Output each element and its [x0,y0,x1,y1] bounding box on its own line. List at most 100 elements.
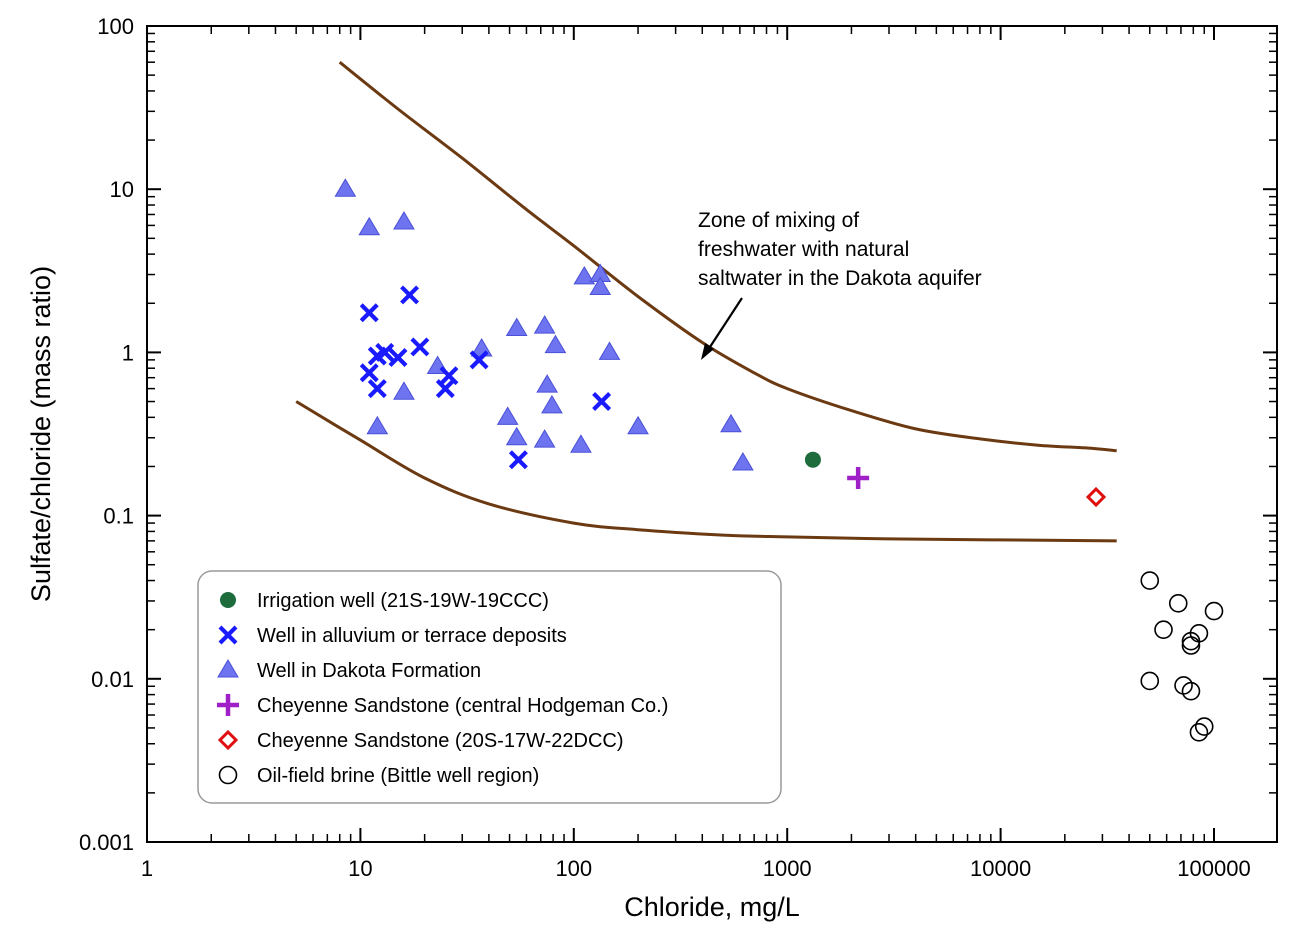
alluvium-point [388,348,408,368]
y-tick-label: 10 [110,177,134,202]
dakota-point [533,315,556,334]
cheyenne-central-point [847,466,870,489]
annotation-arrow [707,297,743,351]
brine-point [1181,681,1201,701]
dakota-point [570,434,592,453]
alluvium-point [469,350,489,370]
x-stroke [218,625,238,645]
legend-label-dakota: Well in Dakota Formation [257,660,481,682]
x-stroke [375,342,395,362]
x-stroke [410,337,430,357]
dakota-point [541,394,563,414]
x-tick-label: 1 [141,856,153,881]
annotation-arrowhead [701,343,714,360]
legend-symbol-dakota [217,659,239,678]
x-stroke [359,303,379,323]
legend-label-alluvium: Well in alluvium or terrace deposits [257,625,567,647]
legend-symbol-brine [218,765,238,785]
dakota-point [598,341,621,360]
brine-point [1140,671,1160,691]
y-tick-label: 100 [97,14,134,39]
dakota-point [573,265,596,285]
dakota-point [533,429,556,448]
x-tick-label: 100000 [1177,856,1250,881]
dakota-point [627,415,649,435]
annotation: Zone of mixing of freshwater with natura… [698,209,982,360]
x-stroke [508,450,528,470]
irrigation-point [804,451,821,468]
zone-curve-lower [295,400,1117,543]
legend-symbol-cheyenne-dcc [217,729,239,751]
legend-symbols [217,592,239,785]
tick-labels: 1 10 100 1000 10000 100000 100 10 1 0.1 0.01 0.001 [79,14,1251,881]
x-stroke [400,285,420,305]
brine-point [1181,636,1201,655]
brine-point [1181,631,1201,651]
dakota-point [393,381,415,400]
cheyenne-dcc-point [1085,486,1107,508]
brine-point [1168,594,1188,613]
legend-symbol-cheyenne-central [217,694,239,716]
alluvium-point [359,303,379,323]
brine-point [1140,571,1160,590]
dakota-point [505,426,528,446]
legend-label-cheyenne-central: Cheyenne Sandstone (central Hodgeman Co.… [257,695,668,717]
alluvium-point [508,450,528,470]
dakota-point [358,216,381,236]
x-stroke [592,392,612,412]
data-markers [334,178,1224,742]
y-tick-label: 0.1 [103,504,134,529]
dakota-point [366,415,389,435]
brine-point [1174,676,1193,695]
brine-point [1154,620,1173,639]
alluvium-point [439,366,459,386]
x-stroke [435,379,455,399]
alluvium-point [367,379,387,399]
legend-box [197,570,782,804]
zone-curves [295,61,1117,543]
legend-label-brine: Oil-field brine (Bittle well region) [257,765,539,787]
brine-point [1204,601,1224,621]
x-axis-title: Chloride, mg/L [624,892,800,922]
x-tick-label: 10000 [970,856,1031,881]
y-tick-label: 1 [122,340,134,365]
alluvium-point [375,342,395,362]
x-stroke [367,379,387,399]
legend: Irrigation well (21S-19W-19CCC) Well in … [197,570,782,804]
x-stroke [388,348,408,368]
plot-frame [146,25,1278,843]
brine-point [1194,717,1214,736]
dakota-point [589,276,612,295]
x-tick-label: 100 [555,856,592,881]
x-stroke [469,350,489,370]
dakota-point [334,178,357,197]
legend-symbol-alluvium [218,625,238,645]
legend-label-irrigation: Irrigation well (21S-19W-19CCC) [257,590,549,612]
y-tick-label: 0.001 [79,830,134,855]
x-stroke [359,363,379,383]
dakota-point [393,210,415,230]
annotation-line-1: Zone of mixing of [698,209,859,232]
dakota-point [720,413,742,433]
dakota-point [536,374,559,393]
alluvium-point [435,379,455,399]
axis-ticks [146,25,1277,843]
alluvium-point [359,363,379,383]
dakota-point [732,452,754,471]
y-tick-label: 0.01 [91,667,134,692]
dakota-point [496,406,519,425]
legend-label-cheyenne-dcc: Cheyenne Sandstone (20S-17W-22DCC) [257,730,624,752]
brine-point [1189,723,1209,742]
dakota-point [505,317,528,337]
x-stroke [439,366,459,386]
x-tick-label: 1000 [763,856,812,881]
dakota-point [544,334,567,354]
alluvium-point [400,285,420,305]
alluvium-point [592,392,612,412]
x-tick-label: 10 [348,856,372,881]
annotation-line-3: saltwater in the Dakota aquifer [698,267,982,290]
legend-symbol-irrigation [220,592,236,608]
alluvium-point [410,337,430,357]
